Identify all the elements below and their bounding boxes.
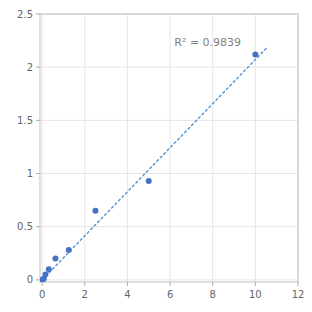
y-tick-label: 1 xyxy=(27,168,33,179)
y-grid-line xyxy=(40,279,298,280)
scatter-point xyxy=(46,266,52,272)
x-tick xyxy=(212,282,213,286)
x-tick-label: 6 xyxy=(167,289,173,300)
y-tick xyxy=(36,279,40,280)
x-grid-line xyxy=(170,14,171,282)
axes: 0 2 4 6 8 10 12 0 0.5 1 1.5 2 2.5 xyxy=(17,9,304,301)
x-tick-label: 10 xyxy=(249,289,262,300)
x-tick xyxy=(127,282,128,286)
x-tick xyxy=(84,282,85,286)
y-grid-line xyxy=(40,67,298,68)
y-tick xyxy=(36,226,40,227)
x-grid-line xyxy=(84,14,85,282)
scatter-point xyxy=(42,272,48,278)
x-tick-label: 8 xyxy=(210,289,216,300)
y-tick-label: 2 xyxy=(27,62,33,73)
y-tick-label: 2.5 xyxy=(17,9,33,20)
x-tick-label: 4 xyxy=(124,289,130,300)
plot-area xyxy=(40,49,266,282)
plot-frame xyxy=(40,14,298,282)
chart: 0 2 4 6 8 10 12 0 0.5 1 1.5 2 2.5 R² = 0.9839 xyxy=(0,0,312,312)
x-tick-label: 12 xyxy=(292,289,305,300)
scatter-point xyxy=(66,247,72,253)
x-tick-label: 2 xyxy=(82,289,88,300)
y-tick-label: 0 xyxy=(27,274,33,285)
y-tick-label: 1.5 xyxy=(17,115,33,126)
trendline xyxy=(42,49,266,280)
scatter-point xyxy=(52,256,58,262)
x-grid-line xyxy=(42,14,43,282)
annotation: R² = 0.9839 xyxy=(174,36,241,49)
y-grid-line xyxy=(40,173,298,174)
y-grid-line xyxy=(40,226,298,227)
y-grid-line xyxy=(40,120,298,121)
y-tick-label: 0.5 xyxy=(17,221,33,232)
y-tick xyxy=(36,120,40,121)
x-tick-label: 0 xyxy=(39,289,45,300)
scatter-point xyxy=(92,208,98,214)
y-tick xyxy=(36,173,40,174)
x-tick xyxy=(42,282,43,286)
x-tick xyxy=(255,282,256,286)
scatter-point xyxy=(146,178,152,184)
x-grid-line xyxy=(212,14,213,282)
scatter-point xyxy=(252,51,258,57)
x-grid-line xyxy=(127,14,128,282)
y-tick xyxy=(36,67,40,68)
x-tick xyxy=(298,282,299,286)
y-tick xyxy=(36,14,40,15)
x-tick xyxy=(170,282,171,286)
